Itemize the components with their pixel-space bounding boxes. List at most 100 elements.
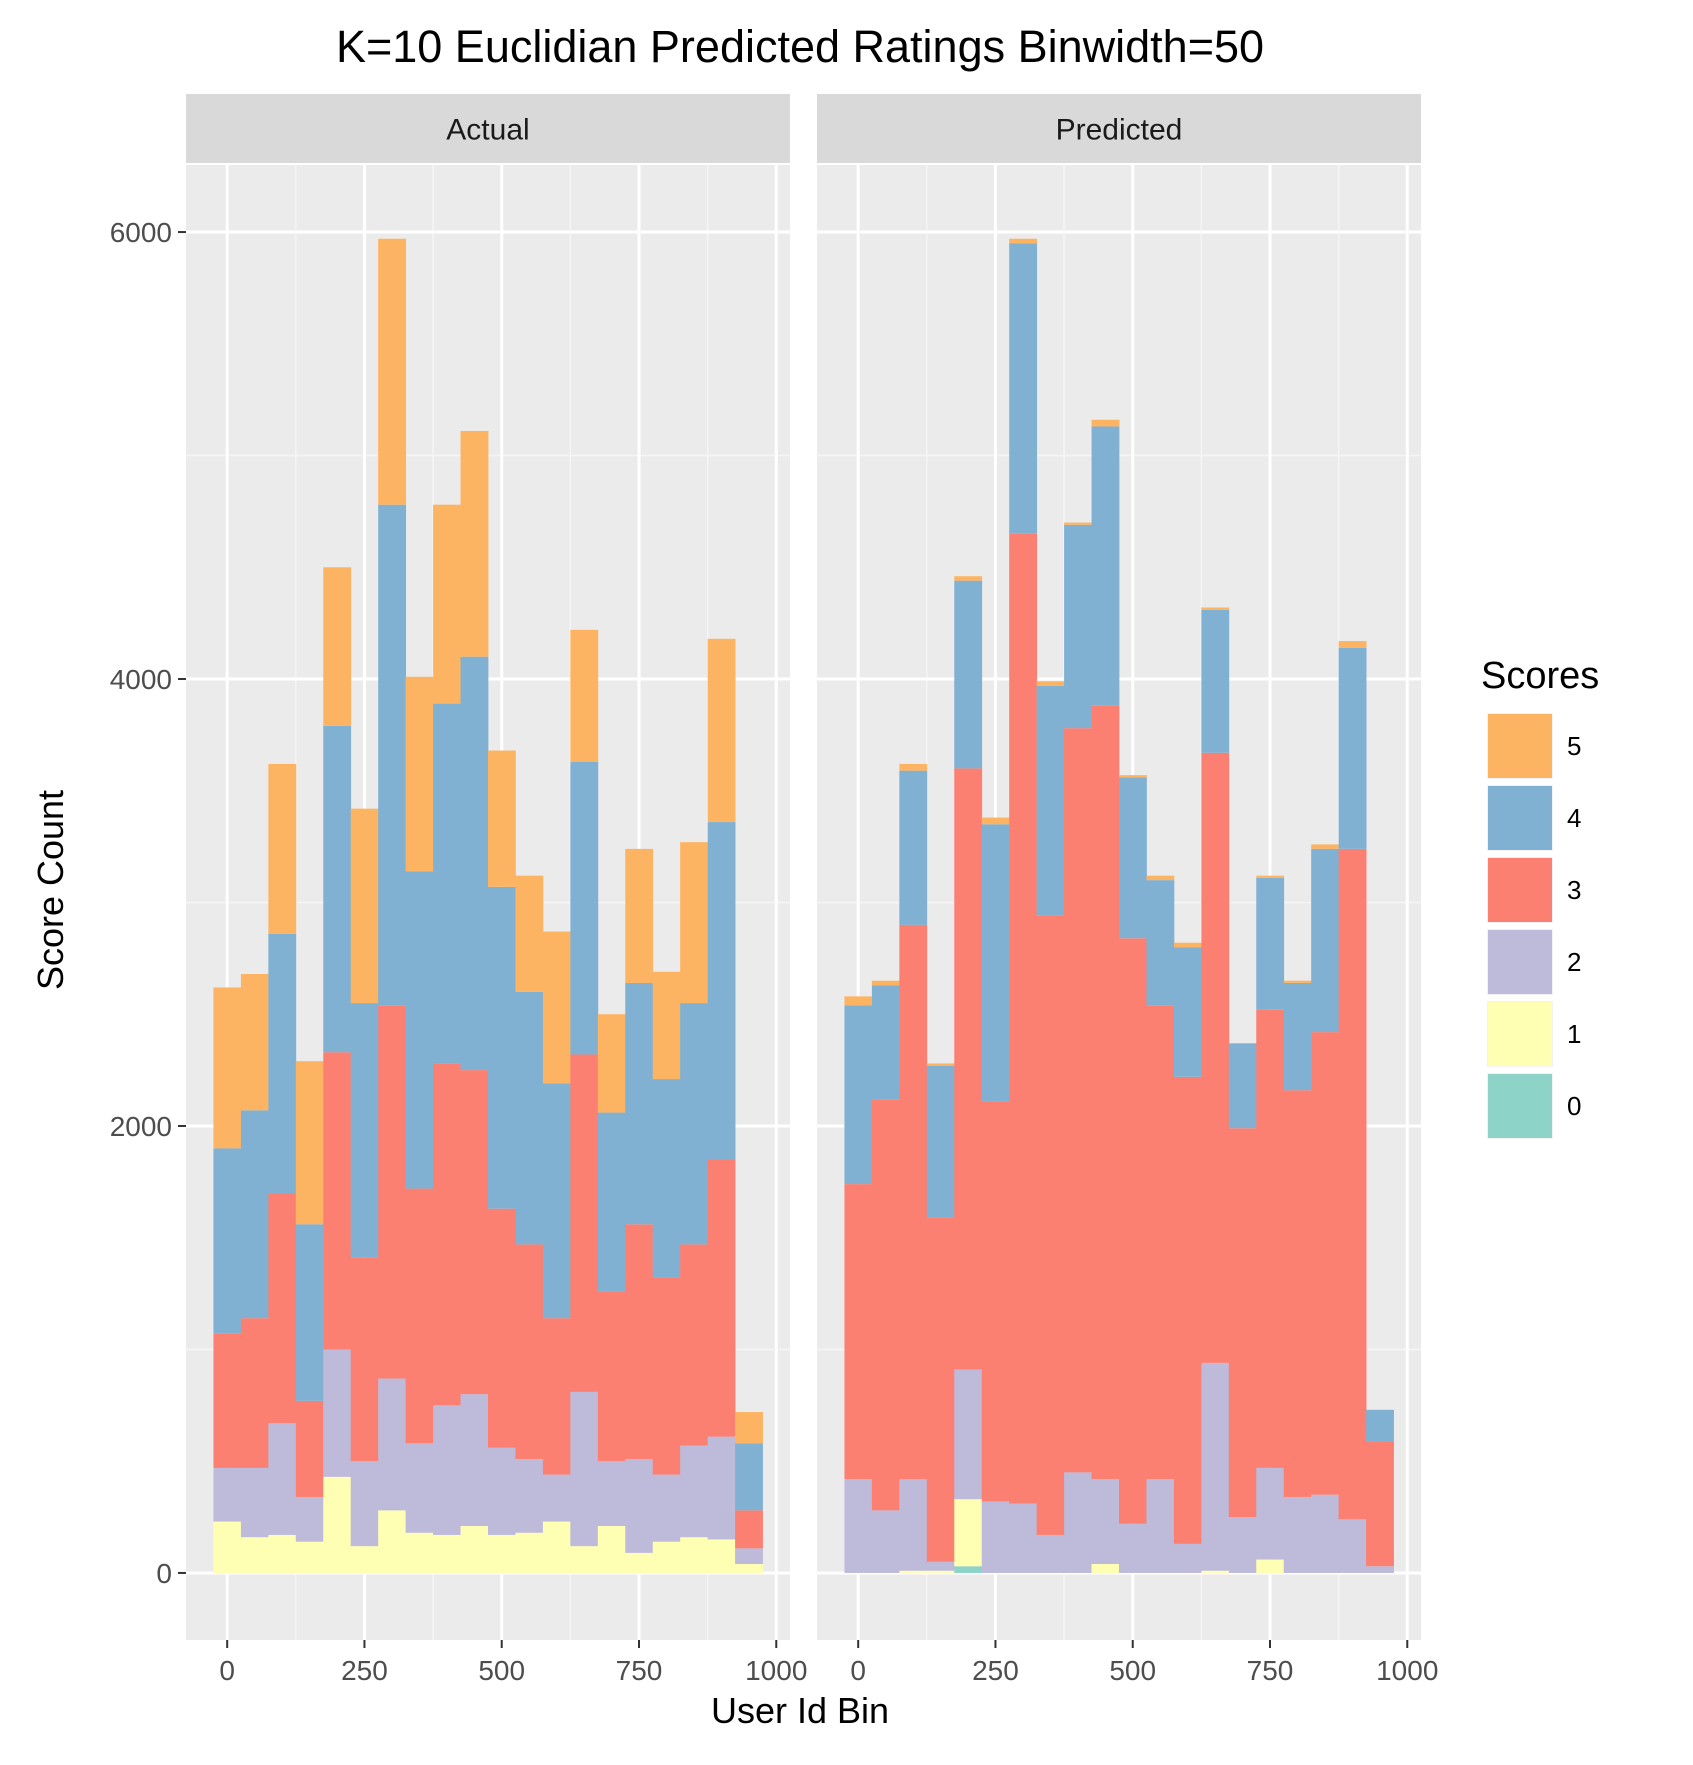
bar-segment-score-1: [213, 1521, 242, 1573]
bar-segment-score-2: [268, 1423, 297, 1535]
bar-segment-score-3: [240, 1318, 269, 1468]
y-axis-title: Score Count: [30, 790, 71, 990]
bar-segment-score-5: [240, 974, 269, 1111]
bar-segment-score-3: [1338, 848, 1367, 1520]
bar-segment-score-3: [954, 768, 983, 1370]
x-tick-label: 250: [972, 1655, 1019, 1686]
bar-segment-score-5: [1146, 875, 1175, 881]
bar-segment-score-3: [1173, 1076, 1202, 1544]
bar-segment-score-3: [515, 1244, 544, 1459]
bar-segment-score-5: [844, 996, 873, 1006]
bar-segment-score-4: [926, 1065, 955, 1218]
bar-segment-score-2: [707, 1436, 736, 1540]
bar-segment-score-5: [652, 971, 681, 1080]
bar-segment-score-1: [323, 1476, 352, 1573]
bar-segment-score-1: [433, 1534, 461, 1573]
bar-segment-score-2: [1338, 1519, 1367, 1573]
bar-segment-score-3: [926, 1217, 955, 1562]
bar-segment-score-5: [1119, 775, 1147, 778]
bar-segment-score-2: [1009, 1503, 1038, 1573]
bar-segment-score-4: [350, 1003, 379, 1258]
x-tick-label: 750: [1247, 1655, 1294, 1686]
bar-segment-score-4: [1091, 426, 1120, 706]
bar-segment-score-3: [735, 1510, 763, 1549]
y-tick-label: 0: [156, 1558, 172, 1589]
bar-segment-score-5: [707, 638, 736, 823]
bar-segment-score-2: [295, 1496, 324, 1542]
bar-segment-score-2: [1091, 1479, 1120, 1565]
bar-segment-score-4: [899, 770, 928, 925]
legend-label: 0: [1567, 1091, 1581, 1121]
bar-segment-score-5: [1009, 238, 1038, 244]
bar-segment-score-2: [926, 1561, 955, 1571]
bar-segment-score-1: [954, 1499, 983, 1567]
bar-segment-score-3: [268, 1193, 297, 1424]
bar-segment-score-4: [871, 985, 900, 1100]
bar-segment-score-4: [542, 1083, 571, 1319]
bar-segment-score-3: [844, 1184, 873, 1480]
bar-segment-score-5: [1173, 942, 1202, 948]
bar-segment-score-5: [1091, 419, 1120, 427]
bar-segment-score-1: [350, 1546, 379, 1573]
bar-segment-score-5: [460, 430, 489, 657]
bar-segment-score-2: [433, 1405, 461, 1535]
bar-segment-score-5: [405, 676, 434, 872]
bar-segment-score-3: [871, 1099, 900, 1511]
bar-segment-score-1: [240, 1537, 269, 1573]
bar-segment-score-5: [1283, 980, 1312, 983]
bar-segment-score-2: [1119, 1523, 1147, 1573]
x-axis-title: User Id Bin: [711, 1690, 889, 1731]
bar-segment-score-4: [240, 1110, 269, 1319]
axes: 0 250 500 750 1000 0 250 500 750 1000 0 2000 4000 600…: [110, 217, 1439, 1686]
bar-segment-score-1: [268, 1534, 297, 1573]
legend-key-2: [1488, 930, 1552, 994]
bar-segment-score-2: [1201, 1362, 1230, 1571]
bar-segment-score-4: [433, 703, 461, 1064]
bar-segment-score-2: [405, 1443, 434, 1533]
bar-segment-score-1: [652, 1541, 681, 1573]
bar-segment-score-5: [295, 1061, 324, 1225]
bar-segment-score-2: [1283, 1496, 1312, 1573]
bar-segment-score-4: [1311, 848, 1340, 1033]
bar-segment-score-1: [707, 1539, 736, 1573]
bar-segment-score-2: [1036, 1534, 1065, 1573]
bar-segment-score-2: [735, 1548, 763, 1565]
bar-segment-score-4: [652, 1079, 681, 1278]
bar-segment-score-2: [378, 1378, 407, 1511]
facet-strip: [817, 94, 1421, 163]
bar-segment-score-2: [542, 1474, 571, 1522]
x-tick-label: 500: [1109, 1655, 1156, 1686]
bar-segment-score-1: [460, 1526, 489, 1573]
bar-segment-score-4: [1009, 243, 1038, 534]
bar-segment-score-4: [570, 761, 599, 1055]
bar-segment-score-4: [378, 504, 407, 1006]
bar-segment-score-4: [954, 580, 983, 769]
bar-segment-score-3: [488, 1208, 516, 1448]
bar-segment-score-2: [981, 1501, 1010, 1573]
x-tick-label: 750: [616, 1655, 663, 1686]
bar-segment-score-4: [268, 933, 297, 1194]
bar-segment-score-3: [1009, 533, 1038, 1504]
bar-segment-score-1: [597, 1526, 626, 1573]
bar-segment-score-3: [597, 1291, 626, 1462]
bar-segment-score-2: [954, 1369, 983, 1500]
bar-segment-score-4: [1201, 609, 1230, 753]
bar-segment-score-3: [981, 1101, 1010, 1502]
bar-segment-score-5: [1338, 641, 1367, 648]
bar-segment-score-5: [680, 842, 709, 1004]
bar-segment-score-3: [707, 1159, 736, 1437]
y-tick-label: 2000: [110, 1111, 172, 1142]
bar-segment-score-2: [240, 1467, 269, 1538]
bar-segment-score-2: [570, 1391, 599, 1547]
bar-segment-score-3: [460, 1070, 489, 1395]
bar-segment-score-5: [1311, 844, 1340, 849]
bar-segment-score-5: [981, 817, 1010, 825]
bar-segment-score-4: [1228, 1043, 1257, 1129]
bar-segment-score-3: [542, 1318, 571, 1475]
bar-segment-score-2: [1311, 1494, 1340, 1573]
bar-segment-score-4: [1064, 524, 1092, 729]
bar-segment-score-3: [1366, 1441, 1394, 1567]
panel-predicted: Predicted: [817, 94, 1421, 1640]
bar-segment-score-3: [433, 1063, 461, 1406]
